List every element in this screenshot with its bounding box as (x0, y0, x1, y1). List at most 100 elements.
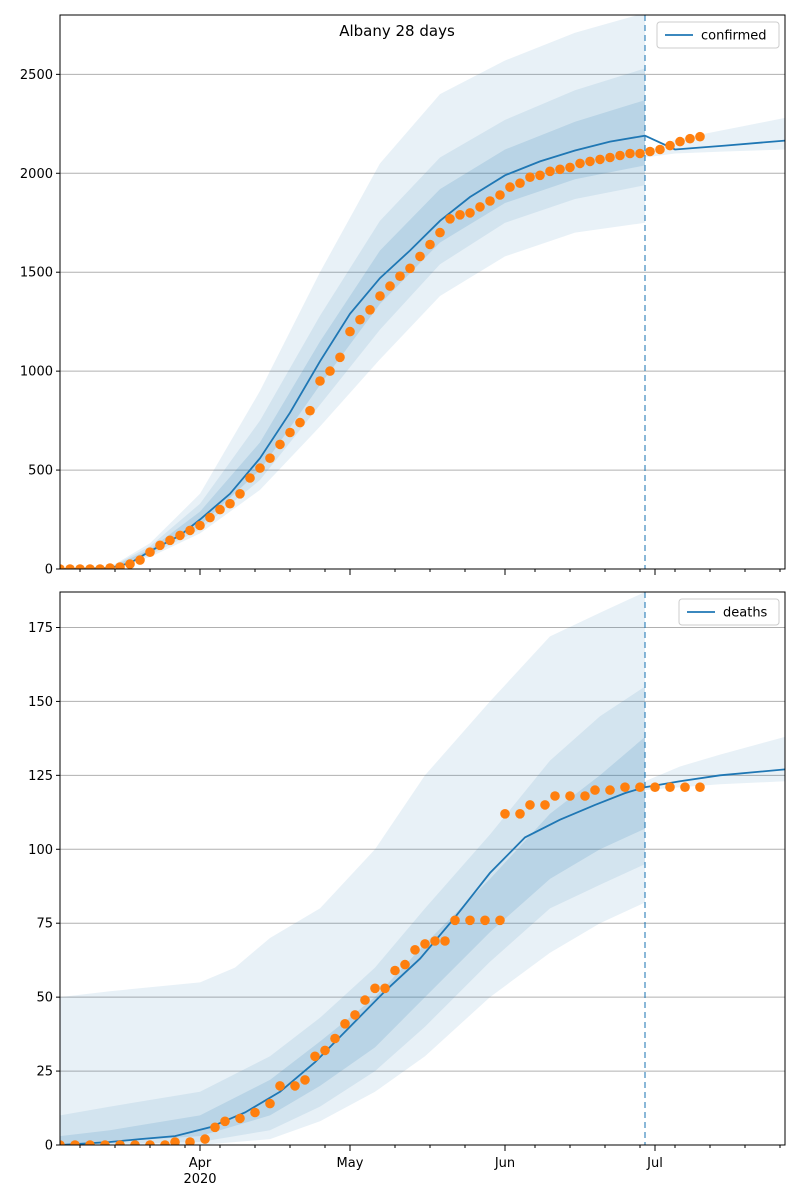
observed-point (695, 782, 705, 792)
observed-point (565, 791, 575, 801)
observed-point (285, 427, 295, 438)
observed-point (680, 782, 690, 792)
observed-point (235, 489, 245, 499)
observed-point (625, 148, 635, 159)
observed-point (465, 208, 475, 218)
observed-point (665, 782, 675, 792)
observed-point (400, 959, 410, 970)
observed-point (465, 915, 475, 926)
observed-point (145, 1140, 155, 1145)
observed-point (375, 291, 385, 301)
observed-point (540, 800, 550, 810)
observed-point (380, 983, 390, 994)
axes-frame (59, 14, 786, 570)
observed-point (485, 196, 495, 206)
observed-point (165, 535, 175, 546)
observed-point (450, 915, 460, 926)
y-tick-label: 100 (28, 843, 53, 858)
observed-point (500, 809, 510, 819)
chart-title: Albany 28 days (339, 22, 455, 40)
observed-point (115, 562, 125, 569)
y-tick-label: 1000 (20, 365, 53, 380)
observed-point (315, 376, 325, 386)
observed-point (445, 214, 455, 224)
observed-point (405, 263, 415, 274)
observed-point (505, 182, 515, 192)
observed-point (135, 555, 145, 565)
observed-point (130, 1140, 140, 1145)
observed-point (330, 1033, 340, 1044)
observed-point (575, 158, 585, 169)
confidence-band-outer (60, 592, 645, 1145)
observed-point (525, 172, 535, 182)
observed-point (155, 540, 165, 551)
observed-point (145, 547, 155, 557)
y-tick-label: 175 (28, 621, 53, 636)
observed-point (580, 791, 590, 801)
observed-point (425, 239, 435, 250)
observed-point (430, 936, 440, 946)
observed-point (115, 1140, 125, 1145)
observed-point (565, 162, 575, 173)
observed-point (200, 1134, 210, 1144)
confirmed-panel: 0 500 1000 1500 2000 2500 confirmed (20, 14, 786, 578)
observed-point (480, 915, 490, 926)
y-tick-label: 75 (36, 917, 53, 932)
observed-point (390, 965, 400, 976)
observed-point (220, 1116, 230, 1127)
observed-point (410, 945, 420, 955)
observed-point (85, 1140, 95, 1145)
observed-point (420, 939, 430, 949)
observed-point (350, 1010, 360, 1020)
observed-point (645, 146, 655, 157)
observed-point (320, 1045, 330, 1056)
legend-label: deaths (723, 606, 768, 621)
observed-point (525, 800, 535, 810)
observed-point (70, 1140, 80, 1145)
observed-point (305, 405, 315, 416)
observed-point (195, 520, 205, 531)
observed-point (675, 136, 685, 147)
observed-point (225, 498, 235, 509)
observed-point (340, 1019, 350, 1029)
observed-point (75, 564, 85, 569)
observed-point (185, 1137, 195, 1145)
observed-point (250, 1107, 260, 1118)
observed-point (205, 512, 215, 523)
observed-point (295, 417, 305, 428)
observed-point (605, 152, 615, 163)
observed-point (265, 1098, 275, 1109)
observed-point (590, 785, 600, 795)
observed-point (495, 190, 505, 200)
observed-point (105, 563, 115, 569)
observed-point (635, 782, 645, 792)
legend-box (656, 21, 780, 49)
observed-point (620, 782, 630, 792)
confidence-band-forecast (645, 117, 785, 158)
observed-point (60, 1140, 65, 1145)
observed-point (335, 352, 345, 363)
x-tick-label: Apr (189, 1156, 212, 1171)
observed-point (360, 995, 370, 1005)
plot-area (60, 15, 785, 569)
y-tick-label: 500 (28, 464, 53, 479)
observed-point (325, 366, 335, 376)
observed-point (185, 525, 195, 536)
observed-point (635, 148, 645, 159)
y-tick-label: 2500 (20, 68, 53, 83)
observed-point (310, 1051, 320, 1062)
y-tick-label: 2000 (20, 167, 53, 182)
observed-point (545, 166, 555, 177)
observed-point (100, 1140, 110, 1145)
observed-point (515, 178, 525, 188)
x-tick-label: Jun (494, 1156, 515, 1171)
observed-point (455, 210, 465, 220)
observed-point (85, 564, 95, 569)
observed-point (550, 791, 560, 801)
observed-point (515, 809, 525, 819)
observed-point (275, 439, 285, 450)
observed-point (65, 564, 75, 569)
observed-point (245, 473, 255, 483)
y-tick-label: 50 (36, 991, 53, 1006)
